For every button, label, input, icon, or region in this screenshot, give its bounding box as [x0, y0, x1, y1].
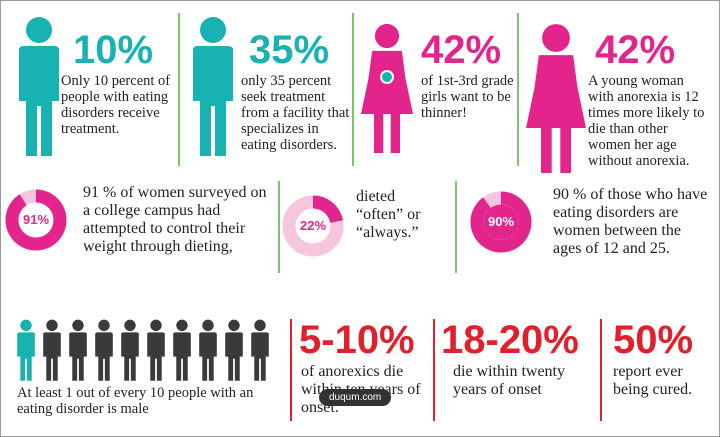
donut-text: 90 % of those who have eating disorders …	[553, 186, 708, 257]
stat-figure: 10%	[73, 28, 154, 72]
donut-text: 91 % of women surveyed on a college camp…	[83, 184, 267, 255]
stat-text: of 1st-3rd grade girls want to be thinne…	[421, 73, 514, 121]
donut-label: 91%	[22, 212, 50, 227]
mortality-figure: 5-10%	[299, 318, 415, 362]
stat-text: Only 10 percent of people with eating di…	[61, 73, 171, 137]
person-icon	[193, 17, 233, 156]
person-icon	[147, 319, 165, 381]
stat-figure: 42%	[595, 28, 676, 72]
person-icon	[121, 319, 139, 381]
stat-figure: 42%	[421, 28, 502, 72]
mortality-figure: 50%	[613, 318, 694, 362]
mortality-figure: 18-20%	[441, 318, 579, 362]
donut-center	[483, 204, 519, 240]
donut-label: 22%	[299, 218, 327, 233]
person-icon	[225, 319, 243, 381]
donuts	[5, 189, 532, 257]
stat-figure: 35%	[249, 28, 330, 72]
person-icon	[17, 319, 35, 381]
donut-arc	[5, 189, 67, 251]
heart-dot	[380, 70, 394, 84]
dividers	[178, 13, 602, 421]
stat-text: A young woman with anorexia is 12 times …	[588, 73, 705, 169]
person-icon	[19, 17, 59, 156]
donut-text: dieted “often” or “always.”	[356, 188, 421, 241]
male-note: At least 1 out of every 10 people with a…	[17, 385, 254, 417]
donut-label: 90%	[487, 214, 515, 229]
mortality-text: report ever being cured.	[613, 363, 693, 398]
person-icon	[43, 319, 61, 381]
person-icon	[173, 319, 191, 381]
person-icon	[199, 319, 217, 381]
person-icon	[251, 319, 269, 381]
stat-text: only 35 percent seek treatment from a fa…	[241, 73, 350, 153]
donut-arc	[312, 195, 343, 224]
donut-arc	[470, 191, 532, 253]
woman-icon	[526, 24, 586, 173]
person-icon	[69, 319, 87, 381]
person-icon	[95, 319, 113, 381]
girl-icon	[361, 23, 413, 153]
mortality-text: die within twenty years of onset	[453, 363, 565, 398]
watermark: duqum.com	[319, 389, 392, 406]
people-row	[17, 319, 269, 381]
